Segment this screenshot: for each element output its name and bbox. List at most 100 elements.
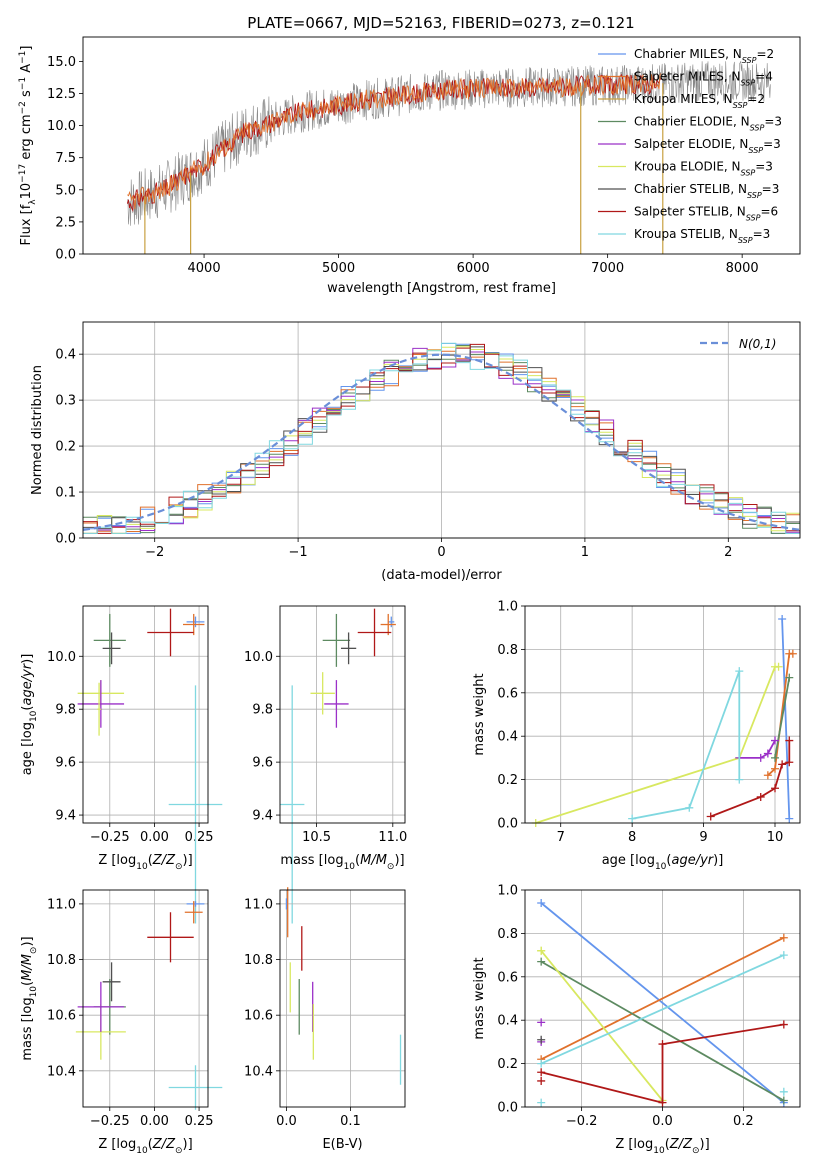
x-tick-label: 0.00 [140,830,169,845]
x-tick-label: 0.0 [652,1114,673,1129]
y-tick-label: 9.8 [252,703,273,718]
y-tick-label: 9.6 [55,756,76,771]
mass-weight-marker [771,784,779,793]
legend-entry: Salpeter MILES, NSSP=4 [634,70,773,88]
mass-weight-marker [537,1035,546,1044]
y-tick-label: 9.4 [55,809,76,824]
residuals-xlabel: (data-model)/error [381,568,502,583]
x-tick-label: 0.0 [276,1114,297,1129]
y-tick-label: 10.6 [244,1009,273,1024]
x-tick-label: 5000 [322,261,355,276]
age_vs_Z-xlabel: Z [log10(Z/Z⊙)] [98,853,192,872]
mass-weight-marker [779,933,788,942]
y-tick-label: 10.6 [47,1009,76,1024]
mass-weight-marker [771,736,779,745]
residual-histograms [83,342,800,534]
x-tick-label: −0.25 [90,830,130,845]
x-tick-label: 10 [767,830,784,845]
y-tick-label: 0.0 [497,1101,518,1116]
mass-weight-marker [779,951,788,960]
age_vs_Z-points [77,608,223,924]
x-tick-label: 4000 [188,261,221,276]
spectrum-xlabel: wavelength [Angstrom, rest frame] [327,281,556,296]
y-tick-label: 11.0 [244,897,273,912]
mass-weight-marker [785,758,794,767]
mass_weight_vs_Z-xlabel: Z [log10(Z/Z⊙)] [615,1137,709,1156]
mass_weight_vs_age-xlabel: age [log10(age/yr)] [602,853,724,872]
y-tick-label: 11.0 [47,897,76,912]
mass-weight-marker [735,667,744,676]
y-tick-label: 10.4 [244,1064,273,1079]
mass-weight-marker [763,749,772,758]
spectrum-model-line [127,73,662,210]
age_vs_mass-xlabel: mass [log10(M/M⊙)] [280,853,404,872]
y-tick-label: 0.0 [55,532,76,547]
mass_weight_vs_Z-ylabel: mass weight [472,957,487,1039]
mass-weight-marker [685,803,694,812]
mass-weight-line [540,902,785,1104]
mass-weight-line [631,670,741,820]
y-tick-label: 9.8 [55,703,76,718]
x-tick-label: 0 [437,545,445,560]
y-tick-label: 0.0 [497,817,518,832]
y-tick-label: 10.8 [47,953,76,968]
mass-weight-marker [735,775,744,784]
x-tick-label: 8 [628,830,636,845]
y-tick-label: 10.0 [244,650,273,665]
mass-weight-marker [785,736,794,745]
figure-title: PLATE=0667, MJD=52163, FIBERID=0273, z=0… [247,14,634,32]
x-tick-label: −2 [145,545,164,560]
x-tick-label: 0.1 [340,1114,361,1129]
mass-weight-marker [779,1087,788,1096]
x-tick-label: 0.2 [733,1114,754,1129]
mass-weight-marker [658,1040,667,1049]
y-tick-label: 15.0 [47,55,76,70]
mass-weight-marker [788,649,797,658]
age_vs_mass-frame [279,605,406,824]
y-tick-label: 0.0 [55,248,76,263]
mass_vs_Z-xlabel: Z [log10(Z/Z⊙)] [98,1137,192,1156]
legend-entry: Chabrier ELODIE, NSSP=3 [634,115,782,133]
mass-weight-marker [537,1068,546,1077]
mass-weight-line [540,960,785,1102]
mass-weight-marker [756,792,765,801]
mass_weight_vs_age-lines [531,615,797,827]
y-tick-label: 9.4 [252,809,273,824]
mass-weight-line [781,618,791,819]
y-tick-label: 10.8 [244,953,273,968]
y-tick-label: 0.6 [497,686,518,701]
x-tick-label: 7 [557,830,565,845]
y-tick-label: 1.0 [497,884,518,899]
x-tick-label: 8000 [726,261,759,276]
mass-weight-marker [785,673,794,682]
y-tick-label: 0.3 [55,394,76,409]
mass_vs_EBV-xlabel: E(B-V) [322,1137,362,1152]
mass-weight-marker [778,760,787,769]
x-tick-label: 0.25 [185,1114,214,1129]
mass-weight-marker [537,957,546,966]
x-tick-label: −0.2 [566,1114,598,1129]
mass-weight-marker [778,615,787,624]
spectrum-traces [126,61,771,254]
mass-weight-marker [785,814,794,823]
x-tick-label: 2 [724,545,732,560]
mass-weight-marker [537,1098,546,1107]
y-tick-label: 0.2 [497,1057,518,1072]
legend-entry: Salpeter ELODIE, NSSP=3 [634,137,781,155]
mass-weight-marker [537,899,546,908]
spectrum-frame [82,36,801,255]
age_vs_Z-ylabel: age [log10(age/yr)] [20,654,39,776]
spectrum-legend: Chabrier MILES, NSSP=2 Salpeter MILES, NS… [598,47,782,245]
mass-weight-line [540,954,785,1065]
mass-weight-marker [537,946,546,955]
y-tick-label: 10.0 [47,650,76,665]
y-tick-label: 0.2 [55,440,76,455]
spectrum-ylabel: Flux [fλ10−17 erg cm−2 s−1 A−1] [18,46,38,246]
mass-weight-marker [537,1076,546,1085]
legend-entry: Chabrier STELIB, NSSP=3 [634,182,779,200]
mass-weight-marker [774,662,783,671]
mass-weight-marker [658,1098,667,1107]
y-tick-label: 2.5 [55,215,76,230]
age_vs_mass-points [280,608,396,924]
